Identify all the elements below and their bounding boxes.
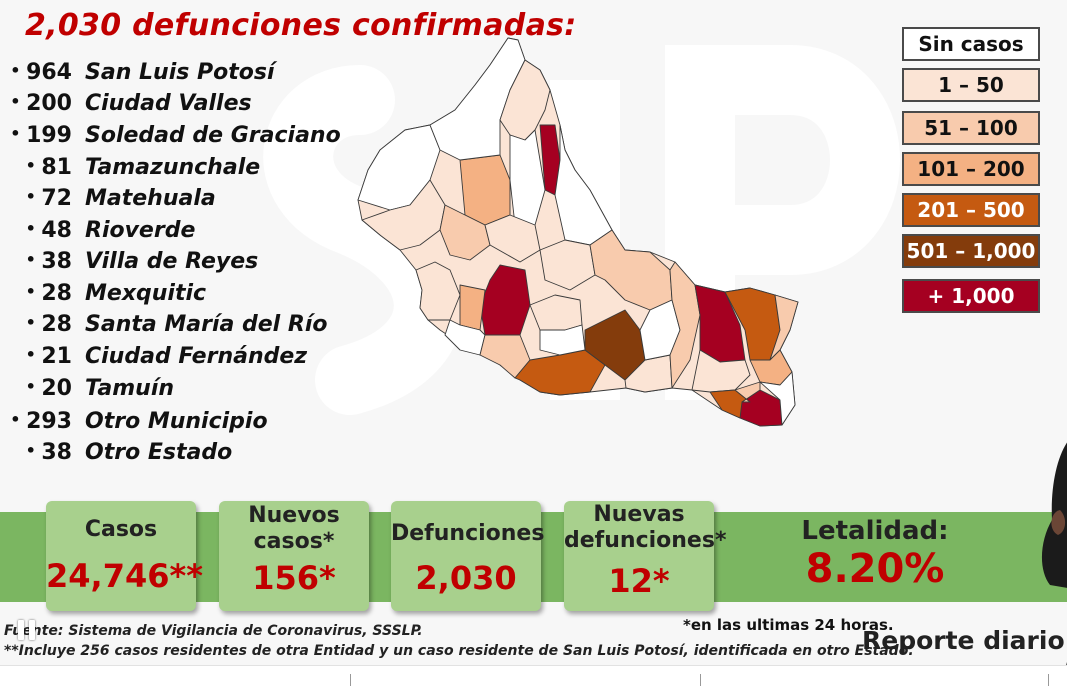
stat-card-label: Casos (84, 517, 158, 542)
legend-item: 501 – 1,000 (902, 234, 1040, 268)
list-item: 38 Villa de Reyes (10, 249, 340, 279)
stat-card-label: Nuevos (248, 503, 340, 528)
list-item-count: 72 (10, 186, 72, 211)
stat-card-value: 24,746** (46, 557, 203, 595)
report-label: Reporte diario (862, 626, 1065, 655)
stat-card-nuevas-defunciones: Nuevas defunciones* 12* (564, 501, 727, 611)
list-item-name: Otro Estado (85, 440, 233, 465)
stat-card-value: 2,030 (415, 559, 517, 597)
list-item-name: Santa María del Río (85, 312, 328, 337)
list-item: 964 San Luis Potosí (10, 60, 340, 90)
footer-source: Fuente: Sistema de Vigilancia de Coronav… (4, 623, 423, 639)
stat-card-casos: Casos 24,746** (46, 501, 203, 611)
stat-card-label: casos* (253, 529, 335, 554)
list-item: 200 Ciudad Valles (10, 91, 340, 121)
stat-card-label: Nuevas (593, 502, 685, 527)
legend-item: 51 – 100 (902, 111, 1040, 145)
list-item: 293 Otro Municipio (10, 409, 340, 439)
stat-card-value: 156* (252, 559, 336, 597)
list-item-name: Ciudad Valles (85, 91, 252, 116)
letalidad-value: 8.20% (805, 546, 945, 592)
stat-card-label: defunciones* (564, 528, 727, 553)
list-item-count: 38 (10, 440, 72, 465)
state-choropleth-map (357, 37, 799, 427)
list-item-name: Rioverde (85, 218, 196, 243)
list-item-count: 199 (10, 123, 72, 148)
stat-card-label: Defunciones (391, 521, 545, 546)
list-item-name: Mexquitic (85, 281, 207, 306)
list-item-name: Tamazunchale (85, 155, 261, 180)
footer-note-24h: *en las ultimas 24 horas. (683, 616, 894, 634)
legend-item: 201 – 500 (902, 193, 1040, 227)
list-item: 28 Mexquitic (10, 281, 340, 311)
list-item-name: Soledad de Graciano (85, 123, 341, 148)
stat-card-defunciones: Defunciones 2,030 (391, 501, 545, 611)
list-item: 28 Santa María del Río (10, 312, 340, 342)
sign-language-interpreter (1041, 442, 1067, 665)
list-item-name: Ciudad Fernández (85, 344, 308, 369)
list-item-name: Matehuala (85, 186, 216, 211)
list-item-count: 28 (10, 281, 72, 306)
divider (350, 674, 351, 686)
list-item-name: Tamuín (85, 376, 175, 401)
page-title: 2,030 defunciones confirmadas: (25, 8, 577, 43)
letalidad-label: Letalidad: (801, 516, 949, 546)
list-item: 199 Soledad de Graciano (10, 123, 341, 153)
list-item-name: Villa de Reyes (85, 249, 259, 274)
legend-item: 1 – 50 (902, 68, 1040, 102)
player-bottom-bar (0, 665, 1067, 686)
pause-icon[interactable] (16, 620, 38, 642)
footer-note-cases: **Incluye 256 casos residentes de otra E… (4, 643, 914, 659)
list-item: 48 Rioverde (10, 218, 340, 248)
stat-card-value: 12* (608, 562, 670, 600)
legend-item: + 1,000 (902, 279, 1040, 313)
list-item-count: 48 (10, 218, 72, 243)
list-item: 21 Ciudad Fernández (10, 344, 340, 374)
list-item-name: Otro Municipio (85, 409, 268, 434)
list-item: 20 Tamuín (10, 376, 340, 406)
list-item: 72 Matehuala (10, 186, 340, 216)
list-item-count: 81 (10, 155, 72, 180)
stat-card-nuevos-casos: Nuevos casos* 156* (219, 501, 369, 611)
legend-item: Sin casos (902, 27, 1040, 61)
list-item: 81 Tamazunchale (10, 155, 340, 185)
list-item-name: San Luis Potosí (85, 60, 275, 85)
list-item-count: 20 (10, 376, 72, 401)
list-item-count: 28 (10, 312, 72, 337)
divider (1048, 674, 1049, 686)
slide: 2,030 defunciones confirmadas: 964 San Lu… (0, 0, 1067, 665)
list-item-count: 200 (10, 91, 72, 116)
list-item-count: 964 (10, 60, 72, 85)
list-item-count: 293 (10, 409, 72, 434)
list-item-count: 38 (10, 249, 72, 274)
list-item: 38 Otro Estado (10, 440, 340, 470)
divider (700, 674, 701, 686)
list-item-count: 21 (10, 344, 72, 369)
legend-item: 101 – 200 (902, 152, 1040, 186)
